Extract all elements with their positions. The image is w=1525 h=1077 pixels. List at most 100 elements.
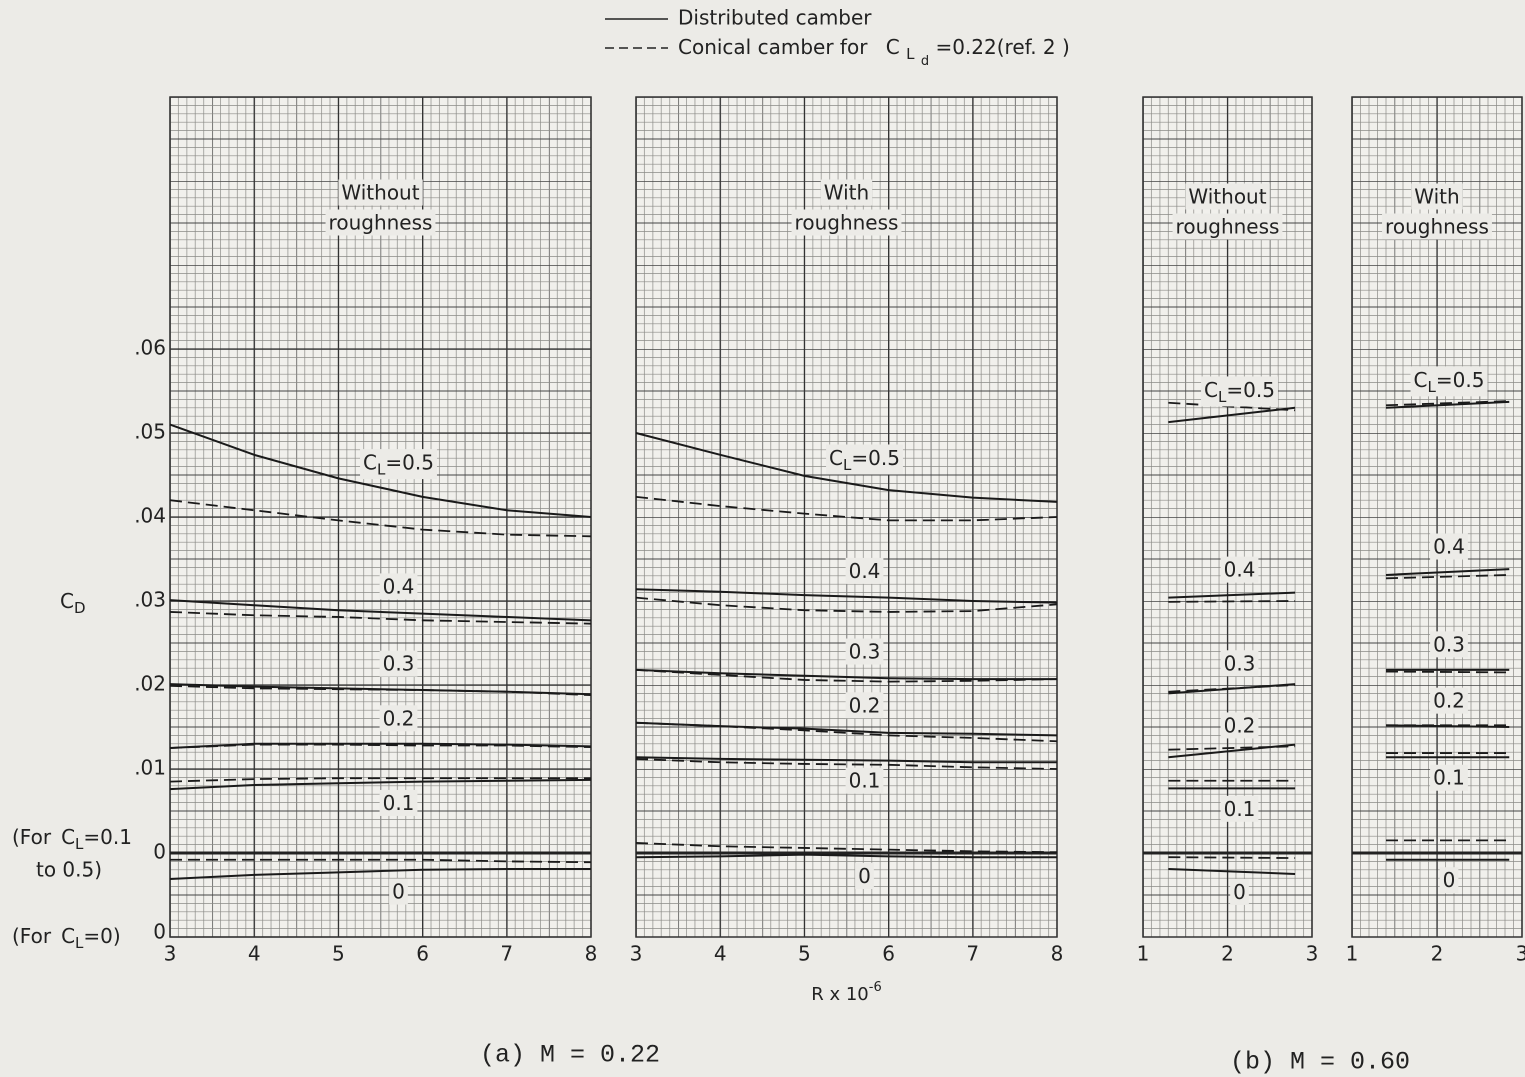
label-background — [1411, 183, 1463, 210]
dashed-curve — [1168, 745, 1296, 751]
x-tick-label: 2 — [1431, 942, 1444, 966]
y-note-text: (For — [12, 924, 52, 948]
solid-curve — [635, 432, 1058, 503]
legend-text: Conical camber for — [678, 35, 868, 59]
curve-label-rest: =0.5 — [1226, 377, 1275, 401]
curve-label-rest: =0.5 — [385, 450, 434, 474]
legend-sub: L — [906, 45, 915, 63]
x-tick-label: 1 — [1137, 942, 1150, 966]
label-background — [379, 705, 418, 732]
x-tick-label: 7 — [500, 942, 513, 966]
label-background — [1172, 213, 1283, 240]
x-tick-label: 7 — [966, 942, 979, 966]
label-background — [389, 878, 408, 905]
x-tick-label: 6 — [416, 942, 429, 966]
solid-curve — [1385, 400, 1510, 409]
dashed-curve — [1168, 600, 1296, 603]
solid-curve — [635, 721, 1058, 737]
legend-rest: =0.22(ref. 2 ) — [935, 35, 1069, 59]
dashed-curve — [169, 743, 592, 749]
x-axis-label: R x 10-6 — [811, 980, 881, 1006]
dashed-curve — [169, 499, 592, 538]
panel-title: Without — [1188, 185, 1266, 209]
curve-label-symbol: C — [1414, 367, 1428, 391]
label-background — [1185, 183, 1270, 210]
dashed-curve — [1168, 401, 1296, 412]
x-tick-label: 5 — [798, 942, 811, 966]
solid-curve — [1168, 743, 1296, 759]
curve-label: 0.4 — [1224, 558, 1256, 582]
y-tick-label: .04 — [134, 504, 166, 528]
x-tick-label: 4 — [248, 942, 261, 966]
curve-label: 0.2 — [849, 693, 881, 717]
label-background — [1220, 556, 1259, 583]
curve-label: 0 — [1443, 868, 1456, 892]
curve-label: 0.3 — [383, 652, 415, 676]
dashed-curve — [635, 842, 1058, 854]
y-note-symbol: C — [61, 924, 75, 948]
curve-label-sub: L — [1428, 377, 1437, 395]
label-background — [1430, 631, 1468, 658]
label-background — [325, 209, 436, 236]
solid-curve — [169, 599, 592, 622]
curve-label: 0.4 — [383, 574, 415, 598]
panel-title: Without — [341, 181, 419, 205]
solid-curve — [635, 756, 1057, 764]
label-background — [845, 767, 884, 794]
y-tick-label: 0 — [153, 840, 166, 864]
curve-label: 0.2 — [383, 706, 415, 730]
y-tick-label: .05 — [134, 420, 166, 444]
dashed-curve — [1168, 856, 1296, 859]
dashed-curve — [1385, 574, 1510, 580]
label-background — [845, 638, 884, 665]
x-tick-label: 6 — [882, 942, 895, 966]
x-tick-label: 1 — [1346, 942, 1359, 966]
panel-title: roughness — [795, 211, 899, 235]
label-background — [1382, 213, 1492, 240]
panel-title: With — [1414, 185, 1459, 209]
y-tick-label: .02 — [134, 672, 166, 696]
curve-label: 0.2 — [1433, 689, 1465, 713]
label-background — [826, 444, 903, 475]
label-background — [1430, 533, 1468, 560]
curve-label: 0.3 — [1433, 632, 1465, 656]
curve-label: 0.2 — [1224, 713, 1256, 737]
solid-curve — [169, 778, 592, 791]
curve-label: 0 — [1233, 880, 1246, 904]
label-background — [379, 789, 418, 816]
label-background — [1201, 376, 1278, 407]
dashed-curve — [1385, 670, 1510, 674]
curve-label-rest: =0.5 — [851, 445, 900, 469]
legend-symbol: C — [886, 35, 900, 59]
label-background — [1220, 712, 1259, 739]
x-axis-sup: -6 — [869, 980, 882, 995]
curve-label: 0.1 — [849, 769, 881, 793]
label-background — [845, 692, 884, 719]
y-axis-symbol: C — [60, 589, 74, 613]
panel-title: roughness — [329, 211, 433, 235]
dashed-curve — [635, 495, 1058, 522]
curve-label: 0.3 — [849, 640, 881, 664]
curve-label-sub: L — [377, 460, 386, 478]
curve-label: CL=0.5 — [1414, 367, 1485, 395]
curve-label-rest: =0.5 — [1436, 367, 1485, 391]
curve-label: 0.1 — [1433, 766, 1465, 790]
dashed-curve — [635, 668, 1058, 683]
curve-label-sub: L — [843, 455, 852, 473]
label-background — [360, 449, 437, 480]
label-background — [845, 557, 884, 584]
dashed-curve — [169, 611, 592, 625]
label-background — [855, 863, 874, 890]
x-axis-text: R x 10 — [811, 984, 869, 1005]
y-tick-label: .03 — [134, 588, 166, 612]
curve-label-symbol: C — [363, 450, 377, 474]
y-note-text: to 0.5) — [36, 858, 102, 882]
panel-title: roughness — [1176, 215, 1280, 239]
curve-label: 0.1 — [383, 791, 415, 815]
curve-label: CL=0.5 — [363, 450, 434, 478]
dashed-curve — [1385, 400, 1510, 407]
label-background — [1410, 366, 1488, 397]
curve-label: 0 — [858, 864, 871, 888]
y-axis-sub: D — [74, 599, 86, 617]
